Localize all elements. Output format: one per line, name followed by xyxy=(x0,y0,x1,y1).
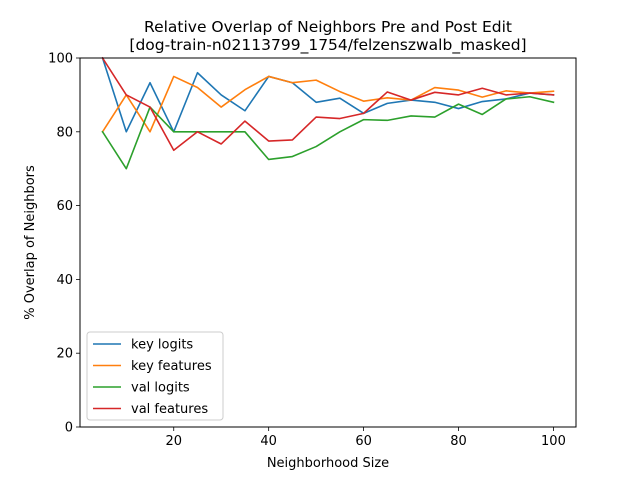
x-axis: 20 40 60 80 100 xyxy=(165,427,566,449)
x-tick-label: 60 xyxy=(355,434,372,449)
legend-label: key features xyxy=(131,359,212,374)
series-layer xyxy=(101,56,555,170)
legend-label: val logits xyxy=(131,381,190,396)
y-axis-label: % Overlap of Neighbors xyxy=(23,165,38,320)
x-tick-label: 20 xyxy=(165,434,182,449)
legend-label: key logits xyxy=(131,338,193,353)
y-tick-label: 20 xyxy=(56,347,73,362)
plot-frame xyxy=(79,57,577,428)
legend-label: val features xyxy=(131,402,208,417)
y-tick-label: 40 xyxy=(56,273,73,288)
chart-title: Relative Overlap of Neighbors Pre and Po… xyxy=(144,18,512,36)
legend-box xyxy=(86,331,224,421)
series-line-val-logits xyxy=(101,95,555,170)
chart-subtitle: [dog-train-n02113799_1754/felzenszwalb_m… xyxy=(129,36,526,55)
series-line-key-features xyxy=(101,75,555,133)
x-tick-label: 40 xyxy=(260,434,277,449)
x-tick-label: 100 xyxy=(541,434,566,449)
series-line-key-logits xyxy=(101,56,555,133)
y-tick-label: 100 xyxy=(48,52,73,67)
x-tick-label: 80 xyxy=(450,434,467,449)
legend: key logits key features val logits val feat… xyxy=(86,331,224,421)
x-axis-label: Neighborhood Size xyxy=(267,456,389,471)
y-tick-label: 0 xyxy=(65,421,73,436)
y-tick-label: 60 xyxy=(56,199,73,214)
y-axis: 0 20 40 60 80 100 xyxy=(48,52,80,436)
y-tick-label: 80 xyxy=(56,125,73,140)
series-line-val-features xyxy=(101,56,555,152)
